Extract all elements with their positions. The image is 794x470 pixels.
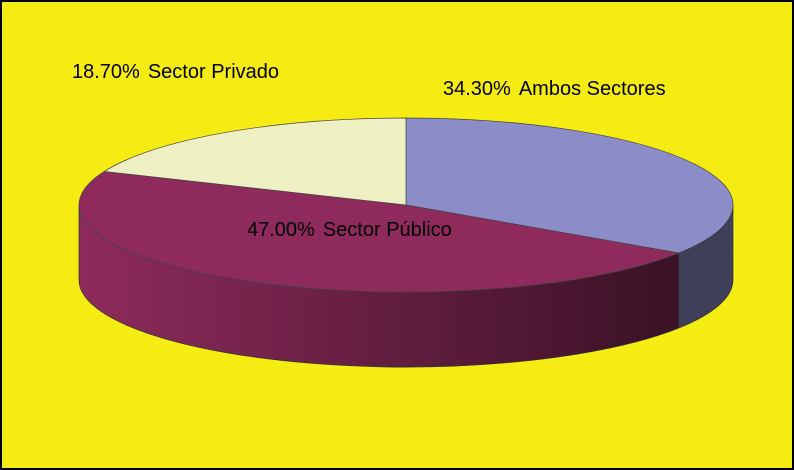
slice-value-label: 18.70%: [72, 61, 140, 83]
slice: [103, 117, 407, 206]
slice-label: 47.00% Sector Público: [247, 219, 452, 241]
slice-category-label: Sector Público: [323, 219, 452, 241]
slice-value-label: 34.30%: [443, 78, 511, 100]
slice-value-label: 47.00%: [247, 219, 315, 241]
pie: [78, 117, 734, 368]
labels: 34.30% Ambos Sectores 47.00% Sector Público…: [72, 61, 666, 241]
slice-label: 34.30% Ambos Sectores: [443, 78, 666, 100]
slice-label: 18.70% Sector Privado: [72, 61, 279, 83]
slice-category-label: Ambos Sectores: [519, 78, 666, 100]
slice-category-label: Sector Privado: [148, 61, 279, 83]
slice: [78, 171, 681, 293]
